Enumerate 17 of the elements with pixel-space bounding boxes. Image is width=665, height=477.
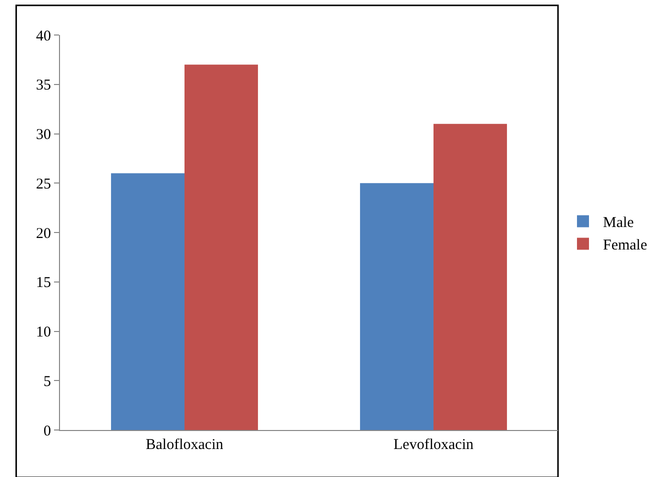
y-tick-label: 30 bbox=[36, 127, 51, 143]
bar bbox=[434, 124, 507, 430]
y-tick-label: 25 bbox=[36, 176, 51, 192]
y-tick-label: 5 bbox=[44, 374, 51, 390]
y-tick-label: 10 bbox=[36, 324, 51, 340]
y-tick-label: 20 bbox=[36, 226, 51, 242]
y-tick-label: 40 bbox=[36, 28, 51, 44]
y-tick-label: 35 bbox=[36, 78, 51, 94]
x-tick-label: Levofloxacin bbox=[394, 437, 474, 453]
y-tick-label: 0 bbox=[44, 423, 51, 440]
bar bbox=[111, 173, 184, 430]
legend-label: Female bbox=[602, 238, 648, 254]
x-tick-label: Balofloxacin bbox=[146, 437, 224, 453]
bar bbox=[184, 64, 258, 430]
y-tick-label: 15 bbox=[36, 275, 51, 292]
bar bbox=[360, 183, 434, 430]
legend-label: Male bbox=[602, 215, 634, 232]
